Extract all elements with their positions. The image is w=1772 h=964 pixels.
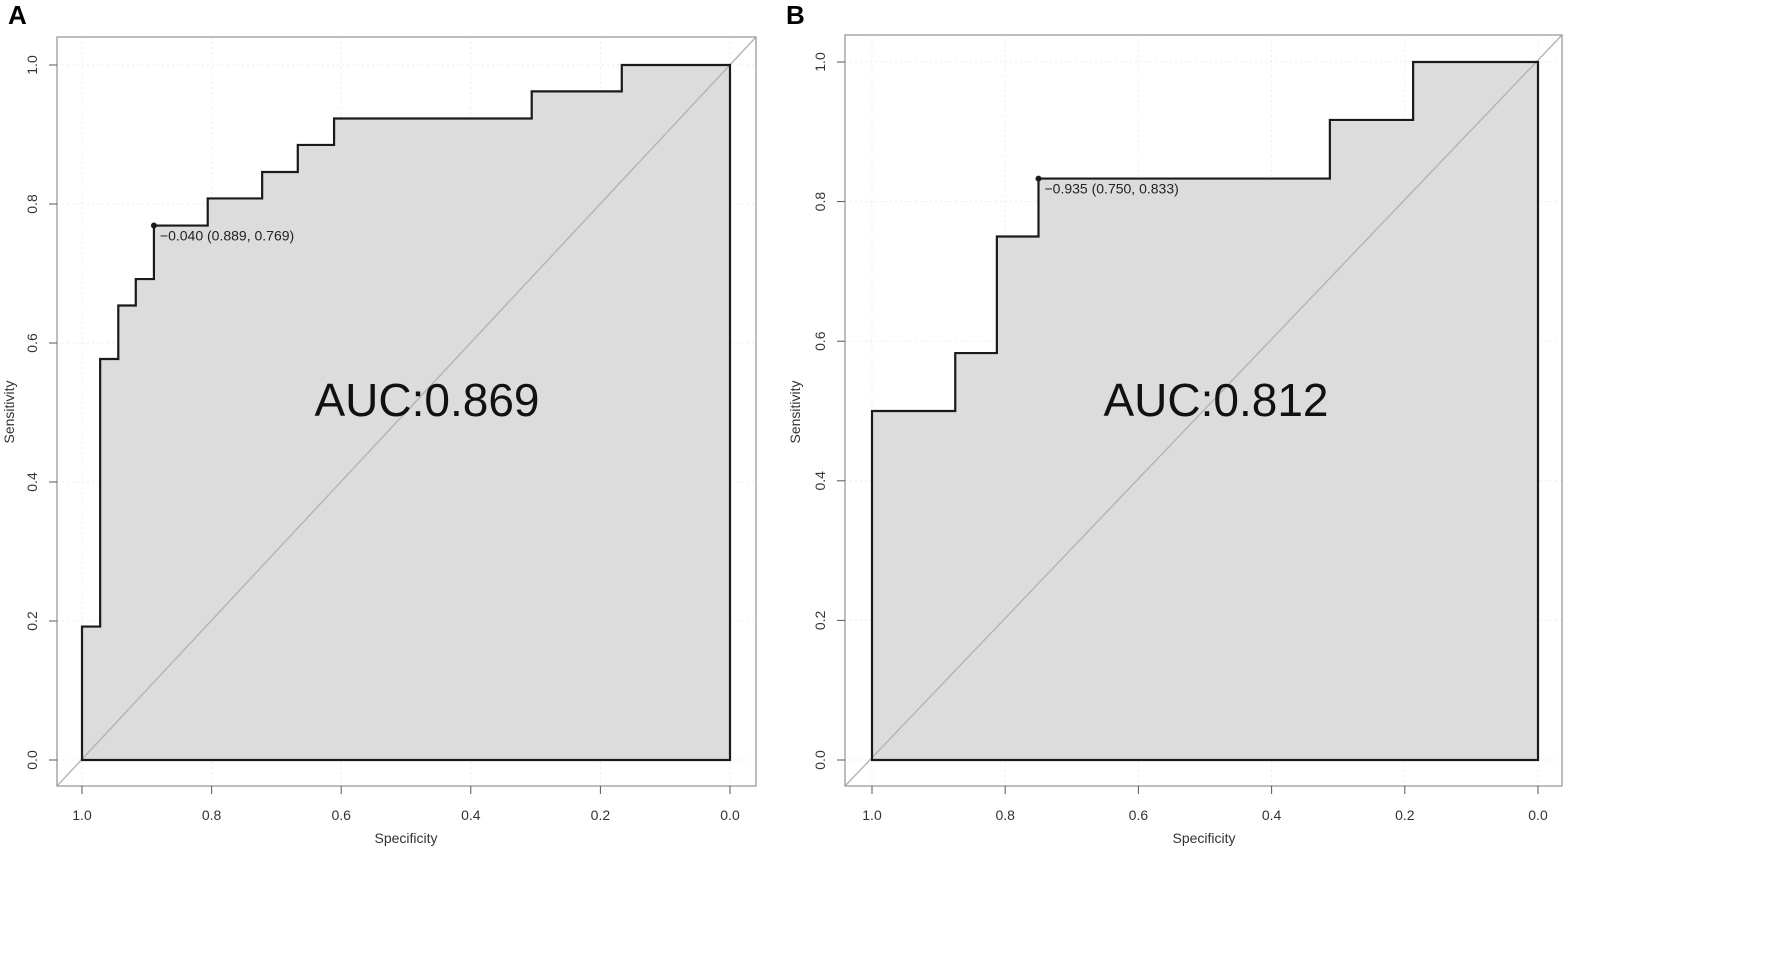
x-tick-label: 0.8 — [202, 807, 222, 823]
threshold-point — [150, 222, 157, 229]
plot-frame — [56, 36, 757, 787]
y-tick-label: 0.8 — [812, 192, 828, 212]
x-tick-label: 0.6 — [331, 807, 351, 823]
y-tick-label: 0.8 — [24, 194, 40, 214]
x-tick-label: 1.0 — [862, 807, 882, 823]
roc-panel-b: B 1.0 0.8 0.6 0.4 0.2 0.0 0.0 0.2 0.4 0.6 0.8 1.0 Spe… — [786, 0, 1563, 846]
x-axis-title: Specificity — [1172, 830, 1235, 846]
threshold-point — [1035, 175, 1042, 182]
y-axis-title: Sensitivity — [1, 380, 17, 443]
x-tick-label: 0.8 — [995, 807, 1015, 823]
y-tick-label: 0.4 — [24, 472, 40, 492]
x-tick-label: 0.2 — [591, 807, 611, 823]
x-tick-label: 0.6 — [1129, 807, 1149, 823]
y-tick-label: 0.6 — [24, 333, 40, 353]
roc-panel-a: A 1.0 0.8 0.6 0.4 0.2 0.0 0.0 0.2 0.4 0.6 0.8 1.0 Spe… — [1, 0, 757, 846]
panel-letter: B — [786, 0, 805, 30]
threshold-label: −0.040 (0.889, 0.769) — [160, 228, 294, 244]
threshold-label: −0.935 (0.750, 0.833) — [1045, 181, 1179, 197]
x-tick-label: 1.0 — [72, 807, 92, 823]
auc-annotation: AUC:0.812 — [1103, 374, 1328, 426]
roc-curve — [80, 63, 732, 762]
x-axis-title: Specificity — [374, 830, 437, 846]
x-tick-label: 0.2 — [1395, 807, 1415, 823]
y-tick-label: 1.0 — [24, 55, 40, 75]
y-tick-label: 0.2 — [812, 610, 828, 630]
y-tick-label: 0.4 — [812, 471, 828, 491]
y-tick-label: 0.2 — [24, 611, 40, 631]
plot-frame — [844, 34, 1563, 787]
y-tick-label: 0.0 — [24, 750, 40, 770]
y-axis-title: Sensitivity — [787, 380, 803, 443]
y-tick-label: 1.0 — [812, 52, 828, 72]
x-tick-label: 0.0 — [1528, 807, 1548, 823]
x-tick-label: 0.4 — [1262, 807, 1282, 823]
reference-diagonal — [56, 36, 757, 787]
x-tick-label: 0.0 — [720, 807, 740, 823]
x-tick-label: 0.4 — [461, 807, 481, 823]
auc-annotation: AUC:0.869 — [314, 374, 539, 426]
panel-letter: A — [8, 0, 27, 30]
y-tick-label: 0.0 — [812, 750, 828, 770]
y-tick-label: 0.6 — [812, 331, 828, 351]
reference-diagonal — [844, 34, 1563, 787]
